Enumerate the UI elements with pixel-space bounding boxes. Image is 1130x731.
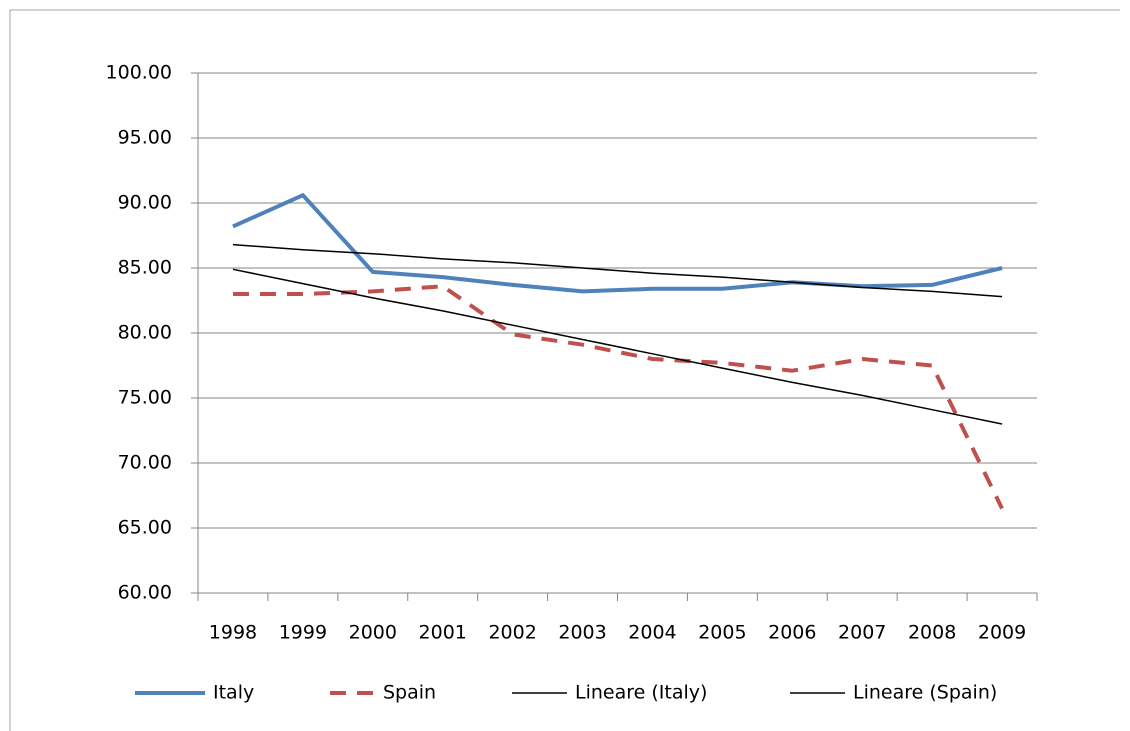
trendline (232, 268, 1003, 425)
x-tick-label: 2005 (698, 622, 746, 644)
chart-border (9, 9, 1120, 731)
x-tick-label: 2001 (419, 622, 467, 644)
y-tick-label: 65.00 (118, 517, 172, 539)
legend-label: Spain (383, 682, 436, 704)
y-tick-label: 85.00 (118, 257, 172, 279)
legend-label: Lineare (Italy) (575, 682, 707, 704)
x-tick-label: 2004 (628, 622, 676, 644)
y-tick-label: 90.00 (118, 192, 172, 214)
y-tick-label: 100.00 (106, 62, 172, 84)
legend-label: Italy (213, 682, 254, 704)
x-tick-label: 2000 (349, 622, 397, 644)
x-tick-label: 2006 (768, 622, 816, 644)
y-tick-label: 80.00 (118, 322, 172, 344)
x-tick-label: 2009 (978, 622, 1026, 644)
y-tick-label: 70.00 (118, 452, 172, 474)
series-line (232, 193, 1003, 294)
y-tick-label: 60.00 (118, 582, 172, 604)
series-line (232, 284, 1004, 510)
x-tick-label: 2003 (558, 622, 606, 644)
y-tick-label: 75.00 (118, 387, 172, 409)
legend-label: Lineare (Spain) (853, 682, 997, 704)
x-tick-label: 2007 (838, 622, 886, 644)
y-tick-label: 95.00 (118, 127, 172, 149)
trendline (232, 243, 1003, 298)
x-tick-label: 1999 (279, 622, 327, 644)
x-tick-label: 2008 (908, 622, 956, 644)
x-tick-label: 1998 (209, 622, 257, 644)
x-tick-label: 2002 (488, 622, 536, 644)
